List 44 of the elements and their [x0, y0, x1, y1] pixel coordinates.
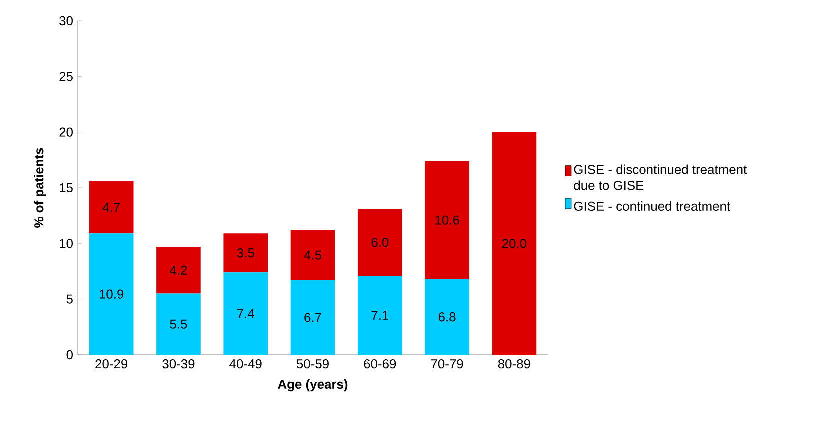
bar — [358, 209, 402, 276]
data-label: 7.1 — [372, 311, 389, 320]
y-tick-label: 25 — [60, 72, 73, 82]
bar — [224, 272, 268, 355]
y-tick-label: 0 — [66, 350, 73, 360]
x-tick-label: 60-69 — [364, 360, 396, 369]
bar — [492, 132, 537, 355]
x-tick-label: 50-59 — [296, 360, 329, 369]
data-label: 10.9 — [100, 290, 124, 299]
bar — [89, 181, 134, 234]
y-tick-label: 5 — [66, 294, 73, 304]
bar — [156, 294, 201, 355]
x-tick-label: 70-79 — [431, 360, 464, 369]
y-tick-label: 20 — [60, 128, 73, 137]
data-label: 6.8 — [438, 312, 456, 322]
data-label: 20.0 — [502, 239, 527, 248]
data-label: 6.7 — [304, 313, 322, 322]
data-label: 5.5 — [170, 320, 188, 329]
data-label: 10.6 — [436, 216, 460, 225]
data-label: 4.5 — [304, 250, 322, 260]
y-axis-title: % of patients — [34, 148, 46, 228]
y-tick-label: 10 — [60, 239, 73, 248]
bar — [290, 230, 336, 280]
data-label: 7.4 — [238, 309, 254, 318]
y-tick-label: 30 — [60, 16, 73, 26]
x-tick-label: 20-29 — [96, 360, 128, 369]
data-label: 4.7 — [102, 203, 120, 212]
bar — [290, 280, 336, 355]
bar — [224, 234, 268, 273]
x-axis-title: Age (years) — [278, 380, 348, 392]
bar — [156, 247, 201, 294]
x-tick-label: 40-49 — [230, 360, 262, 369]
data-label: 3.5 — [237, 248, 254, 258]
y-tick-label: 15 — [60, 183, 73, 193]
data-label: 6.0 — [372, 238, 389, 248]
x-tick-label: 30-39 — [162, 360, 195, 369]
bar — [358, 276, 402, 355]
legend-label: GISE - discontinued treatment due to GISE — [574, 164, 748, 190]
x-tick-label: 80-89 — [498, 360, 530, 369]
bar — [89, 234, 134, 355]
bar — [425, 161, 470, 280]
data-label: 4.2 — [170, 266, 188, 275]
legend-label: GISE - continued treatment — [574, 202, 730, 212]
bar — [425, 279, 470, 355]
